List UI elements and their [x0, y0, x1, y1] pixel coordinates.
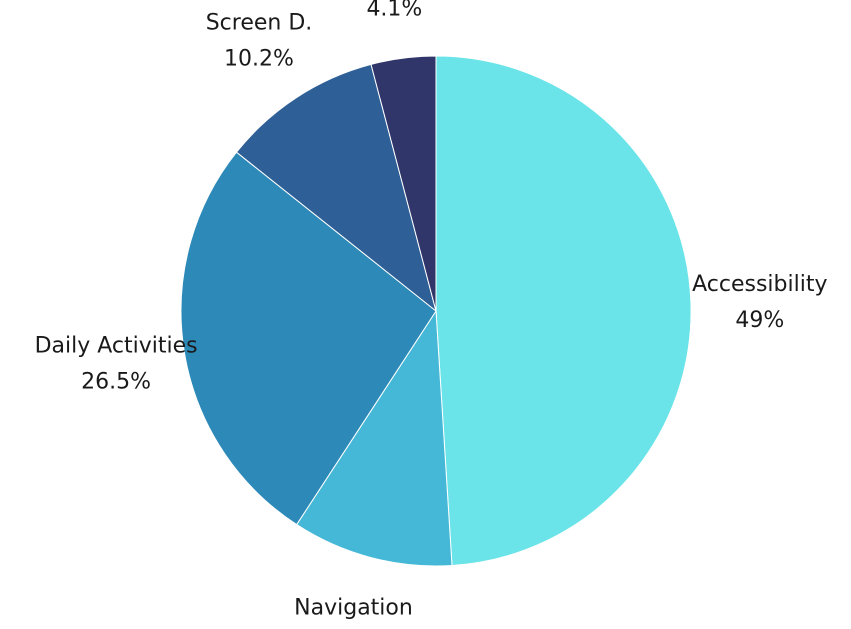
slice-name-daily-activities: Daily Activities — [35, 334, 198, 359]
slice-value-daily-activities: 26.5% — [81, 370, 151, 395]
slice-label-daily-activities: Daily Activities 26.5% — [35, 334, 198, 395]
slice-label-audio-g: Audio G.4.1% — [366, 0, 422, 22]
slice-name-screen-d: Screen D. — [206, 11, 313, 36]
pie-slice-navigation — [295, 309, 453, 567]
pie-slice-screen-d — [235, 63, 437, 313]
pie-slices — [180, 55, 692, 567]
slice-label-navigation: Navigation10.2% — [294, 595, 413, 620]
pie-slice-accessibility — [435, 55, 692, 567]
pie-slice-daily-activities — [180, 151, 437, 526]
slice-value-screen-d: 10.2% — [224, 47, 294, 72]
slice-value-audio-g: 4.1% — [366, 0, 422, 22]
slice-label-screen-d: Screen D. 10.2% — [206, 11, 313, 72]
slice-name-navigation: Navigation — [294, 595, 413, 620]
slice-value-accessibility: 49% — [735, 308, 784, 333]
slice-label-accessibility: Accessibility 49% — [692, 272, 827, 333]
slice-name-accessibility: Accessibility — [692, 272, 827, 297]
pie-slice-audio-g — [370, 55, 437, 312]
